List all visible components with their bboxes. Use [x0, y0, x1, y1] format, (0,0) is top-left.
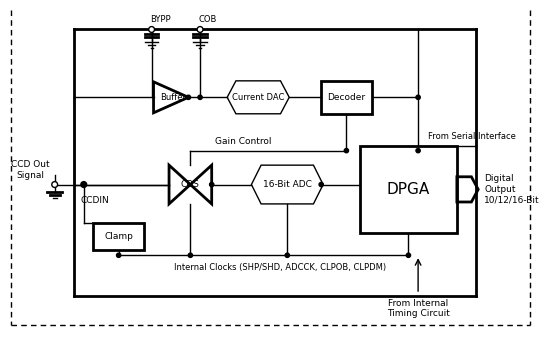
- Bar: [94, 223, 144, 251]
- Bar: [321, 81, 372, 114]
- Text: Gain Control: Gain Control: [214, 137, 271, 146]
- Circle shape: [148, 27, 155, 32]
- Text: Buffer: Buffer: [160, 93, 186, 102]
- Circle shape: [285, 253, 289, 257]
- Circle shape: [81, 182, 87, 187]
- Text: From Serial Interface: From Serial Interface: [428, 132, 516, 140]
- Text: Digital
Output
10/12/16-Bit: Digital Output 10/12/16-Bit: [484, 174, 540, 204]
- Text: Current DAC: Current DAC: [232, 93, 284, 102]
- Circle shape: [416, 95, 420, 99]
- Text: Decoder: Decoder: [327, 93, 365, 102]
- Circle shape: [81, 182, 86, 187]
- Text: Clamp: Clamp: [104, 232, 133, 241]
- Circle shape: [416, 149, 420, 153]
- Circle shape: [188, 253, 192, 257]
- Circle shape: [186, 95, 190, 99]
- Text: From Internal
Timing Circuit: From Internal Timing Circuit: [387, 299, 449, 318]
- Circle shape: [319, 182, 323, 187]
- Text: CDS: CDS: [181, 180, 200, 189]
- Circle shape: [344, 149, 349, 153]
- Text: 16-Bit ADC: 16-Bit ADC: [263, 180, 312, 189]
- Text: CCDIN: CCDIN: [81, 196, 109, 205]
- Circle shape: [406, 253, 410, 257]
- Circle shape: [117, 253, 121, 257]
- Text: BYPP: BYPP: [150, 15, 170, 24]
- Text: Internal Clocks (SHP/SHD, ADCCK, CLPOB, CLPDM): Internal Clocks (SHP/SHD, ADCCK, CLPOB, …: [174, 263, 386, 272]
- Circle shape: [52, 182, 58, 187]
- Circle shape: [198, 95, 202, 99]
- Text: CCD Out
Signal: CCD Out Signal: [11, 160, 49, 180]
- Text: COB: COB: [198, 15, 217, 24]
- Text: DPGA: DPGA: [387, 182, 430, 197]
- Circle shape: [197, 27, 203, 32]
- Bar: [360, 146, 457, 233]
- Circle shape: [210, 182, 214, 187]
